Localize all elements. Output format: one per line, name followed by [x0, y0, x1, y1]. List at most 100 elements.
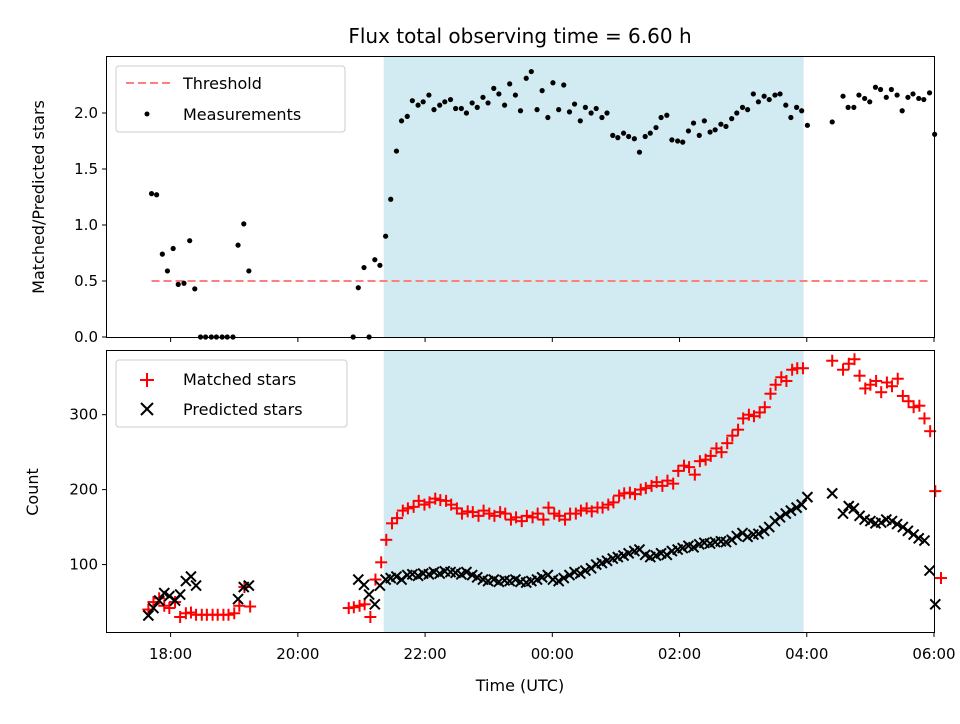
matched-star-point: [233, 599, 246, 612]
matched-star-point: [153, 592, 166, 605]
measurement-point: [415, 102, 421, 108]
matched-star-point: [715, 446, 728, 459]
matched-star-point: [934, 572, 947, 585]
measurement-point: [750, 91, 756, 97]
matched-star-point: [634, 483, 647, 496]
matched-star-point: [661, 474, 674, 487]
matched-star-point: [184, 606, 197, 619]
matched-star-point: [418, 498, 431, 511]
matched-star-point: [753, 406, 766, 419]
matched-star-point: [732, 423, 745, 436]
matched-star-point: [380, 533, 393, 546]
top-y-label: Matched/Predicted stars: [29, 100, 48, 294]
matched-star-point: [569, 507, 582, 520]
measurement-point: [545, 114, 551, 121]
predicted-star-point: [780, 507, 792, 520]
measurement-point: [164, 268, 171, 274]
measurement-point: [517, 108, 524, 114]
matched-star-point: [385, 517, 398, 530]
measurement-point: [458, 105, 464, 112]
measurement-point: [235, 242, 241, 248]
predicted-star-point: [731, 530, 743, 542]
measurement-point: [550, 80, 556, 86]
measurement-point: [604, 110, 610, 116]
matched-star-point: [158, 599, 171, 612]
matched-star-point: [163, 602, 176, 615]
top-span: [383, 57, 804, 337]
measurement-legend-icon: [144, 111, 150, 117]
measurement-point: [690, 120, 697, 126]
measurement-point: [734, 110, 740, 116]
predicted-star-point: [826, 487, 838, 500]
matched-star-point: [396, 504, 409, 517]
measurement-point: [620, 130, 627, 136]
bottom-y-tick-label: 200: [69, 481, 98, 499]
matched-star-point: [429, 492, 442, 505]
matched-star-point: [902, 395, 915, 408]
predicted-star-point: [185, 570, 197, 583]
matched-star-point: [596, 501, 609, 514]
matched-star-point: [667, 477, 680, 490]
matched-star-point: [742, 408, 755, 421]
measurement-point: [883, 94, 889, 100]
measurement-point: [383, 233, 389, 239]
measurement-point: [916, 95, 922, 102]
measurement-point: [712, 127, 718, 133]
measurement-point: [845, 104, 851, 110]
matched-star-point: [244, 600, 257, 613]
predicted-star-point: [153, 594, 165, 607]
measurement-point: [642, 133, 648, 140]
measurement-point: [571, 101, 578, 107]
measurement-point: [926, 90, 933, 96]
measurement-point: [696, 132, 702, 138]
measurement-point: [388, 196, 394, 202]
measurement-point: [729, 116, 735, 122]
measurement-point: [187, 238, 193, 244]
measurement-point: [664, 112, 670, 118]
matched-star-point: [407, 500, 420, 513]
measurement-point: [496, 91, 502, 97]
bottom-x-tick-label: 18:00: [149, 645, 192, 663]
measurement-point: [431, 107, 437, 113]
predicted-star-point: [142, 609, 155, 622]
measurement-point: [181, 280, 187, 286]
measurement-point: [777, 91, 783, 97]
measurement-point: [577, 118, 583, 124]
matched-star-point: [369, 573, 382, 586]
measurement-point: [626, 133, 632, 140]
predicted-star-point: [774, 511, 786, 524]
measurement-point: [523, 75, 529, 81]
measurement-point: [453, 105, 459, 112]
predicted-stars-points: [142, 487, 941, 622]
matched-star-point: [375, 556, 388, 569]
measurement-point: [599, 114, 605, 121]
matched-star-point: [677, 459, 690, 472]
predicted-star-point: [918, 534, 931, 547]
matched-star-point: [853, 369, 866, 382]
measurement-point: [675, 138, 681, 144]
measurement-point: [755, 99, 762, 105]
measurement-point: [561, 82, 567, 88]
matched-star-point: [607, 496, 620, 509]
matched-star-point: [913, 399, 926, 412]
measurement-point: [485, 100, 491, 106]
measurement-point: [723, 123, 729, 130]
top-y-tick-label: 2.0: [74, 104, 98, 122]
predicted-star-point: [687, 541, 700, 554]
measurement-point: [766, 96, 772, 103]
measurement-point: [636, 149, 643, 155]
top-y-tick-label: 1.5: [74, 160, 98, 178]
matched-star-point: [559, 513, 572, 526]
predicted-star-point: [363, 588, 375, 601]
figure-title: Flux total observing time = 6.60 h: [348, 24, 691, 48]
predicted-star-point: [795, 498, 808, 511]
matched-star-point: [886, 380, 899, 393]
measurement-point: [905, 94, 911, 100]
measurement-point: [788, 114, 794, 121]
bottom-axes-frame: [106, 350, 935, 633]
matched-star-point: [896, 389, 909, 402]
measurement-point: [355, 285, 361, 291]
predicted-star-point: [190, 579, 202, 592]
matched-star-point: [672, 464, 685, 477]
